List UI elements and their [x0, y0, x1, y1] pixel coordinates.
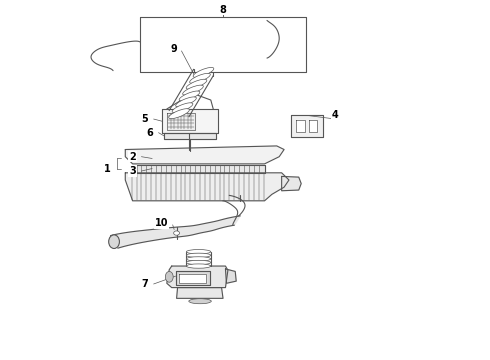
Ellipse shape [186, 264, 211, 268]
Text: 1: 1 [104, 163, 111, 174]
Text: 5: 5 [142, 114, 148, 124]
Polygon shape [176, 288, 223, 298]
Polygon shape [309, 120, 318, 132]
Ellipse shape [169, 109, 189, 119]
Text: 9: 9 [171, 44, 177, 54]
Ellipse shape [109, 235, 120, 248]
Polygon shape [111, 216, 240, 248]
Ellipse shape [176, 97, 196, 107]
Ellipse shape [186, 79, 207, 89]
Polygon shape [164, 134, 216, 139]
Ellipse shape [172, 103, 193, 113]
Ellipse shape [186, 253, 211, 257]
Ellipse shape [179, 91, 200, 101]
Polygon shape [292, 116, 323, 137]
Ellipse shape [165, 271, 173, 282]
Text: 6: 6 [147, 128, 153, 138]
Polygon shape [179, 274, 206, 283]
Text: 4: 4 [332, 110, 339, 120]
Ellipse shape [193, 67, 214, 77]
Ellipse shape [186, 260, 211, 265]
Polygon shape [125, 146, 284, 164]
Polygon shape [132, 165, 265, 173]
Ellipse shape [189, 299, 211, 304]
Polygon shape [225, 269, 236, 283]
Ellipse shape [190, 73, 210, 83]
Polygon shape [296, 120, 305, 132]
Text: 10: 10 [155, 218, 169, 228]
Polygon shape [282, 176, 301, 191]
Polygon shape [162, 109, 218, 134]
Text: 2: 2 [129, 152, 136, 162]
Text: 8: 8 [220, 5, 226, 15]
Ellipse shape [183, 85, 203, 95]
Ellipse shape [186, 257, 211, 261]
Ellipse shape [173, 231, 179, 235]
Polygon shape [175, 271, 210, 285]
Ellipse shape [186, 249, 211, 254]
Polygon shape [125, 173, 289, 201]
Text: 3: 3 [129, 166, 136, 176]
Polygon shape [167, 113, 195, 130]
Polygon shape [167, 266, 228, 288]
Text: 7: 7 [142, 279, 148, 289]
